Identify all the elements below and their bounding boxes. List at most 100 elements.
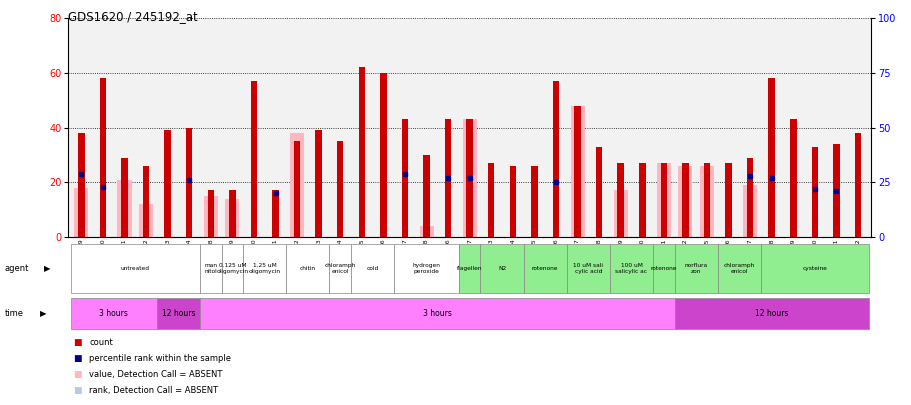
Bar [617, 163, 623, 237]
Text: 100 uM
salicylic ac: 100 uM salicylic ac [615, 263, 647, 274]
Bar [290, 133, 303, 237]
Bar [200, 244, 221, 292]
Bar [462, 119, 476, 237]
Bar [286, 244, 329, 292]
Text: rotenone: rotenone [531, 266, 558, 271]
Bar [419, 226, 433, 237]
Bar [337, 141, 343, 237]
Bar [251, 81, 257, 237]
Bar [523, 244, 566, 292]
Bar [487, 163, 494, 237]
Text: value, Detection Call = ABSENT: value, Detection Call = ABSENT [89, 370, 222, 379]
Bar [613, 190, 627, 237]
Bar [742, 185, 756, 237]
Bar [225, 199, 239, 237]
Bar [480, 244, 523, 292]
Text: N2: N2 [497, 266, 506, 271]
Bar [157, 298, 200, 329]
Text: agent: agent [5, 264, 29, 273]
Text: chloramph
enicol: chloramph enicol [324, 263, 355, 274]
Text: chitin: chitin [300, 266, 315, 271]
Bar [75, 188, 88, 237]
Bar [678, 166, 691, 237]
Bar [70, 298, 157, 329]
Bar [272, 190, 279, 237]
Bar [203, 196, 218, 237]
Text: rank, Detection Call = ABSENT: rank, Detection Call = ABSENT [89, 386, 219, 395]
Bar [717, 244, 760, 292]
Text: ■: ■ [73, 370, 81, 379]
Bar [570, 106, 584, 237]
Bar [609, 244, 652, 292]
Bar [293, 141, 300, 237]
Bar [674, 244, 717, 292]
Bar [200, 298, 674, 329]
Bar [811, 147, 817, 237]
Bar [221, 244, 243, 292]
Bar [99, 78, 106, 237]
Bar [121, 158, 128, 237]
Bar [118, 179, 131, 237]
Text: norflura
zon: norflura zon [684, 263, 707, 274]
Text: 12 hours: 12 hours [161, 309, 195, 318]
Text: hydrogen
peroxide: hydrogen peroxide [412, 263, 440, 274]
Text: time: time [5, 309, 24, 318]
Text: untreated: untreated [120, 266, 149, 271]
Bar [208, 202, 214, 237]
Text: ▶: ▶ [44, 264, 50, 273]
Text: GDS1620 / 245192_at: GDS1620 / 245192_at [68, 10, 198, 23]
Bar [70, 244, 200, 292]
Text: chloramph
enicol: chloramph enicol [723, 263, 754, 274]
Bar [595, 147, 601, 237]
Bar [760, 244, 868, 292]
Bar [208, 190, 214, 237]
Text: 10 uM sali
cylic acid: 10 uM sali cylic acid [573, 263, 603, 274]
Text: man
nitol: man nitol [204, 263, 217, 274]
Bar [445, 119, 451, 237]
Bar [530, 166, 537, 237]
Text: 12 hours: 12 hours [754, 309, 788, 318]
Bar [703, 163, 710, 237]
Bar [724, 163, 731, 237]
Bar [674, 298, 868, 329]
Bar [639, 163, 645, 237]
Bar [351, 244, 394, 292]
Text: cysteine: cysteine [802, 266, 826, 271]
Bar [315, 130, 322, 237]
Bar [552, 81, 558, 237]
Text: ■: ■ [73, 338, 81, 347]
Bar [401, 119, 408, 237]
Bar [466, 119, 473, 237]
Bar [509, 166, 516, 237]
Bar [617, 202, 623, 237]
Bar [78, 133, 85, 237]
Text: rotenone: rotenone [650, 266, 676, 271]
Bar [574, 106, 580, 237]
Bar [681, 163, 688, 237]
Bar [138, 204, 153, 237]
Text: flagellen: flagellen [456, 266, 482, 271]
Bar [423, 155, 429, 237]
Bar [243, 244, 286, 292]
Bar [652, 244, 674, 292]
Bar [380, 73, 386, 237]
Bar [768, 78, 774, 237]
Text: 1.25 uM
oligomycin: 1.25 uM oligomycin [249, 263, 281, 274]
Bar [164, 130, 170, 237]
Bar [700, 166, 713, 237]
Bar [458, 244, 480, 292]
Text: count: count [89, 338, 113, 347]
Bar [229, 202, 235, 237]
Text: ■: ■ [73, 354, 81, 363]
Bar [656, 163, 670, 237]
Bar [186, 128, 192, 237]
Bar [229, 190, 235, 237]
Bar [143, 166, 149, 237]
Bar [566, 244, 609, 292]
Bar [833, 144, 839, 237]
Bar [358, 67, 364, 237]
Bar [789, 119, 795, 237]
Text: 3 hours: 3 hours [423, 309, 451, 318]
Bar [394, 244, 458, 292]
Text: 0.125 uM
oligomycin: 0.125 uM oligomycin [216, 263, 248, 274]
